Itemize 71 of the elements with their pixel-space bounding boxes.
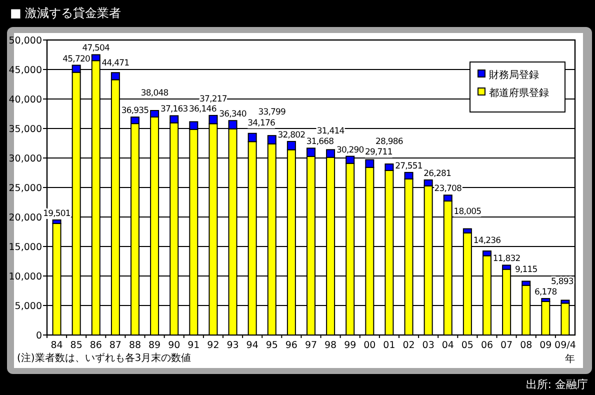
- chart-title: ■ 激減する貸金業者: [10, 6, 122, 20]
- total-label: 37,217: [200, 94, 227, 104]
- total-label: 31,414: [316, 126, 344, 137]
- total-label: 37,163: [160, 104, 188, 115]
- total-label: 14,236: [473, 236, 501, 246]
- total-label: 44,471: [102, 58, 130, 69]
- x-tick-label: 00: [364, 340, 376, 351]
- total-label: 36,146: [188, 104, 216, 115]
- x-tick-label: 90: [168, 340, 180, 351]
- total-label: 34,176: [248, 118, 276, 128]
- total-label: 18,005: [454, 206, 482, 217]
- y-tick-label: 30,000: [8, 154, 42, 164]
- x-tick-label: 98: [324, 340, 337, 351]
- y-tick-label: 0: [36, 330, 42, 342]
- x-tick-label: 91: [188, 340, 200, 351]
- x-tick-label: 97: [304, 340, 318, 351]
- x-tick-label: 86: [90, 340, 102, 351]
- x-tick-label: 04: [442, 340, 454, 351]
- x-tick-label: 92: [207, 340, 220, 351]
- x-tick-label: 09: [540, 340, 552, 351]
- total-label: 32,802: [278, 130, 306, 140]
- x-tick-label: 94: [246, 340, 258, 351]
- x-tick-label: 07: [500, 340, 513, 351]
- total-label: 36,935: [121, 106, 149, 116]
- legend-label: 財務局登録: [489, 69, 539, 81]
- total-label: 36,340: [219, 110, 246, 120]
- total-label: 29,711: [364, 148, 392, 158]
- x-tick-label: 99: [344, 340, 356, 351]
- x-tick-label: 85: [70, 340, 82, 351]
- x-tick-label: 05: [461, 340, 474, 351]
- y-tick-label: 25,000: [8, 183, 42, 194]
- total-label: 6,178: [534, 288, 557, 298]
- x-tick-label: 08: [520, 340, 532, 351]
- y-tick-label: 5,000: [14, 301, 42, 312]
- y-tick-label: 10,000: [8, 272, 42, 282]
- x-tick-label: 95: [266, 340, 278, 351]
- total-label: 5,893: [551, 277, 574, 288]
- x-tick-label: 96: [285, 340, 298, 351]
- total-label: 11,832: [492, 254, 520, 264]
- x-tick-label: 84: [50, 340, 63, 351]
- y-tick-label: 45,000: [8, 65, 42, 76]
- total-label: 38,048: [140, 88, 168, 99]
- x-tick-label: 89: [148, 340, 161, 351]
- total-label: 26,281: [424, 168, 452, 179]
- x-tick-label: 87: [109, 340, 122, 351]
- y-tick-label: 15,000: [8, 242, 42, 253]
- total-label: 33,799: [258, 108, 286, 118]
- total-label: 30,290: [336, 145, 364, 156]
- total-label: 45,720: [62, 54, 90, 64]
- y-tick-label: 40,000: [8, 94, 42, 106]
- x-tick-label: 03: [422, 340, 434, 351]
- x-tick-label: 88: [128, 340, 142, 351]
- total-label: 9,115: [514, 265, 538, 276]
- y-tick-label: 35,000: [8, 124, 42, 135]
- x-tick-label: 01: [383, 340, 396, 351]
- x-tick-label: 93: [226, 340, 239, 351]
- total-label: 28,986: [376, 136, 403, 147]
- y-tick-label: 20,000: [8, 212, 42, 224]
- text: (注)業者数は、いずれも各3月末の数値: [17, 352, 192, 364]
- x-tick-label: 02: [402, 340, 415, 351]
- legend-label: 都道府県登録: [489, 87, 549, 99]
- total-label: 19,501: [43, 208, 70, 219]
- x-axis-title: 年: [565, 353, 575, 365]
- text: 出所: 金融庁: [526, 378, 588, 391]
- y-tick-label: 50,000: [8, 36, 42, 46]
- x-tick-label: 06: [480, 340, 494, 351]
- total-label: 47,504: [82, 44, 110, 54]
- total-label: 31,668: [306, 137, 334, 148]
- total-label: 23,708: [434, 184, 462, 194]
- x-tick-label: 09/4: [554, 340, 576, 351]
- total-label: 27,551: [395, 161, 422, 172]
